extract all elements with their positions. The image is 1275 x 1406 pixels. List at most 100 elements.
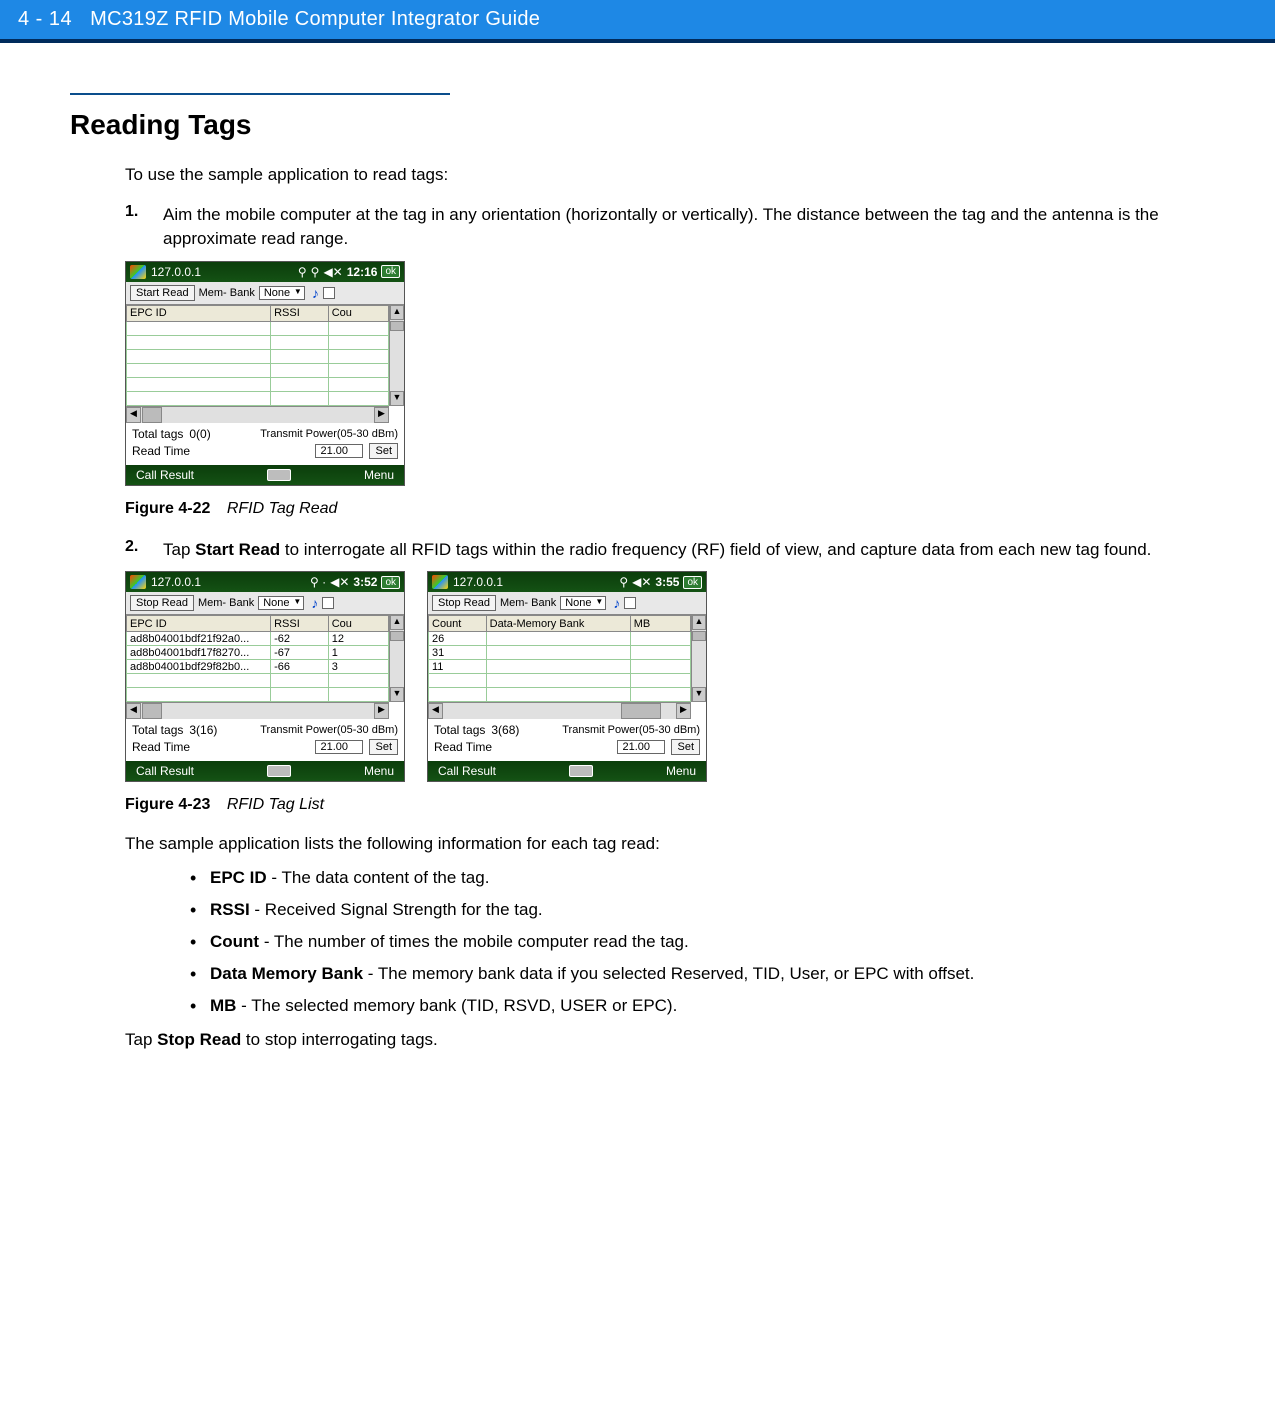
set-button[interactable]: Set [369, 739, 398, 755]
set-button[interactable]: Set [671, 739, 700, 755]
membank-label: Mem- Bank [198, 597, 254, 609]
shot-titlebar: 127.0.0.1 ⚲ · ◀✕ 3:52 ok [126, 572, 404, 592]
total-tags-value: 3(68) [491, 723, 519, 737]
checkbox[interactable] [323, 287, 335, 299]
grid-header-row: EPC ID RSSI Cou [127, 305, 389, 321]
screenshot-b: 127.0.0.1 ⚲ · ◀✕ 3:52 ok Stop Read Mem- … [125, 571, 405, 782]
total-tags-label: Total tags [434, 723, 485, 737]
shot-titlebar: 127.0.0.1 ⚲ ◀✕ 3:55 ok [428, 572, 706, 592]
grid-row [127, 674, 389, 688]
section-title: Reading Tags [70, 109, 1205, 141]
tag-grid: EPC ID RSSI Cou ad8b04001bdf21f92a0...-6… [126, 615, 389, 702]
ok-button[interactable]: ok [683, 576, 702, 589]
hscrollbar[interactable]: ◀▶ [126, 406, 389, 423]
readtime-label: Read Time [132, 444, 190, 458]
grid-row [127, 688, 389, 702]
fig-caption-text: RFID Tag List [227, 796, 324, 813]
tx-power-label: Transmit Power(05-30 dBm) [562, 724, 700, 736]
music-icon: ♪ [613, 595, 620, 611]
menu-button[interactable]: Menu [666, 764, 696, 778]
grid-row: 11 [429, 660, 691, 674]
volume-icon: ◀✕ [632, 575, 651, 589]
shot-footer: Total tags 0(0) Transmit Power(05-30 dBm… [126, 423, 404, 465]
page-content: Reading Tags To use the sample applicati… [0, 43, 1275, 1104]
col-epc: EPC ID [127, 305, 271, 321]
tx-power-input[interactable]: 21.00 [315, 444, 363, 458]
hscrollbar[interactable]: ◀▶ [428, 702, 691, 719]
tx-power-input[interactable]: 21.00 [315, 740, 363, 754]
readtime-label: Read Time [132, 740, 190, 754]
shot-time: 12:16 [347, 265, 378, 279]
checkbox[interactable] [322, 597, 334, 609]
tx-power-label: Transmit Power(05-30 dBm) [260, 428, 398, 440]
keyboard-icon[interactable] [267, 765, 291, 777]
shot-bottombar: Call Result Menu [126, 465, 404, 485]
grid-header-row: Count Data-Memory Bank MB [429, 616, 691, 632]
grid-wrap: Count Data-Memory Bank MB 26 31 11 ▲▼ ◀▶ [428, 615, 706, 719]
readtime-label: Read Time [434, 740, 492, 754]
call-result-button[interactable]: Call Result [136, 468, 194, 482]
start-read-button[interactable]: Start Read [130, 285, 195, 301]
step-2: 2. Tap Start Read to interrogate all RFI… [125, 538, 1205, 562]
list-item: RSSI - Received Signal Strength for the … [190, 900, 1205, 920]
total-tags-label: Total tags [132, 427, 183, 441]
windows-icon [130, 265, 146, 279]
screenshot-a: 127.0.0.1 ⚲ ⚲ ◀✕ 12:16 ok Start Read Mem… [125, 261, 405, 486]
grid-wrap: EPC ID RSSI Cou ▲▼ ◀▶ [126, 305, 404, 423]
figure-422-row: 127.0.0.1 ⚲ ⚲ ◀✕ 12:16 ok Start Read Mem… [125, 261, 1205, 486]
tx-power-input[interactable]: 21.00 [617, 740, 665, 754]
list-item: Count - The number of times the mobile c… [190, 932, 1205, 952]
total-tags-value: 3(16) [189, 723, 217, 737]
step-num: 1. [125, 203, 145, 251]
stop-read-button[interactable]: Stop Read [130, 595, 194, 611]
step-num: 2. [125, 538, 145, 562]
col-epc: EPC ID [127, 616, 271, 632]
shot-toolbar: Stop Read Mem- Bank None ♪ [126, 592, 404, 615]
set-button[interactable]: Set [369, 443, 398, 459]
section-rule [70, 93, 450, 95]
tag-grid: Count Data-Memory Bank MB 26 31 11 [428, 615, 691, 702]
page-number: 4 - 14 [18, 8, 72, 31]
keyboard-icon[interactable] [267, 469, 291, 481]
vscrollbar[interactable]: ▲▼ [691, 615, 706, 702]
checkbox[interactable] [624, 597, 636, 609]
call-result-button[interactable]: Call Result [438, 764, 496, 778]
figure-423-row: 127.0.0.1 ⚲ · ◀✕ 3:52 ok Stop Read Mem- … [125, 571, 1205, 782]
col-rssi: RSSI [271, 616, 329, 632]
ok-button[interactable]: ok [381, 265, 400, 278]
list-item: Data Memory Bank - The memory bank data … [190, 964, 1205, 984]
wifi-icon: ⚲ [298, 265, 307, 279]
membank-dropdown[interactable]: None [259, 286, 305, 300]
figure-422-caption: Figure 4-22 RFID Tag Read [125, 500, 1205, 518]
shot-ip: 127.0.0.1 [151, 265, 201, 279]
step-text: Aim the mobile computer at the tag in an… [163, 203, 1205, 251]
shot-time: 3:52 [353, 575, 377, 589]
grid-row [127, 335, 389, 349]
ok-button[interactable]: ok [381, 576, 400, 589]
stop-read-button[interactable]: Stop Read [432, 595, 496, 611]
membank-label: Mem- Bank [199, 287, 255, 299]
grid-row: ad8b04001bdf29f82b0...-663 [127, 660, 389, 674]
grid-row: ad8b04001bdf17f8270...-671 [127, 646, 389, 660]
section-intro: To use the sample application to read ta… [125, 165, 1205, 185]
call-result-button[interactable]: Call Result [136, 764, 194, 778]
hscrollbar[interactable]: ◀▶ [126, 702, 389, 719]
fig-label: Figure 4-22 [125, 500, 210, 517]
membank-dropdown[interactable]: None [560, 596, 606, 610]
shot-bottombar: Call Result Menu [428, 761, 706, 781]
col-count: Cou [328, 305, 388, 321]
keyboard-icon[interactable] [569, 765, 593, 777]
total-tags-value: 0(0) [189, 427, 210, 441]
col-data: Data-Memory Bank [486, 616, 630, 632]
figure-423-caption: Figure 4-23 RFID Tag List [125, 796, 1205, 814]
status-icons: ⚲ · ◀✕ 3:52 ok [310, 575, 400, 589]
menu-button[interactable]: Menu [364, 764, 394, 778]
tag-grid: EPC ID RSSI Cou [126, 305, 389, 406]
volume-icon: ◀✕ [323, 265, 342, 279]
vscrollbar[interactable]: ▲▼ [389, 615, 404, 702]
menu-button[interactable]: Menu [364, 468, 394, 482]
membank-dropdown[interactable]: None [258, 596, 304, 610]
vscrollbar[interactable]: ▲▼ [389, 305, 404, 406]
shot-bottombar: Call Result Menu [126, 761, 404, 781]
grid-row [127, 391, 389, 405]
